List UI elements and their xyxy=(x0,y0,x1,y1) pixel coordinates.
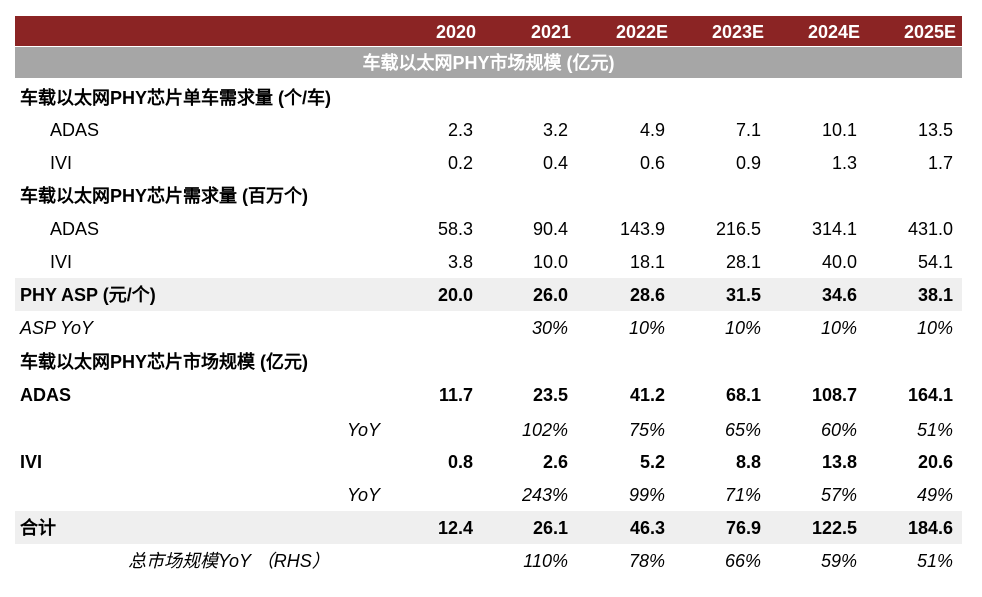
cell-value: 1.7 xyxy=(927,153,953,173)
cell-value: 54.1 xyxy=(917,252,953,272)
cell-value: 110% xyxy=(523,551,568,571)
cell-value: 20.0 xyxy=(437,285,473,305)
cell-value: 99% xyxy=(628,485,665,505)
cell-value: 10% xyxy=(916,318,953,338)
section-title: 车载以太网PHY市场规模 (亿元) xyxy=(362,53,615,73)
cell-value: 18.1 xyxy=(629,252,665,272)
cell-value: 0.6 xyxy=(639,153,665,173)
row-bg xyxy=(15,278,962,311)
cell-value: 59% xyxy=(820,551,857,571)
cell-value: 13.5 xyxy=(917,120,953,140)
cell-value: 8.8 xyxy=(735,452,761,472)
cell-value: 46.3 xyxy=(629,518,665,538)
row-label: ASP YoY xyxy=(20,318,94,338)
row-label: 车载以太网PHY芯片市场规模 (亿元) xyxy=(20,352,308,372)
cell-value: 108.7 xyxy=(811,385,857,405)
cell-value: 0.4 xyxy=(542,153,568,173)
cell-value: 10.1 xyxy=(821,120,857,140)
cell-value: 75% xyxy=(628,420,665,440)
cell-value: 28.6 xyxy=(629,285,665,305)
cell-value: 76.9 xyxy=(725,518,761,538)
row-label: 总市场规模YoY （RHS） xyxy=(128,551,330,571)
row-label: YoY xyxy=(346,420,380,440)
cell-value: 10% xyxy=(820,318,857,338)
cell-value: 314.1 xyxy=(811,219,857,239)
cell-value: 71% xyxy=(724,485,761,505)
cell-value: 0.8 xyxy=(447,452,473,472)
cell-value: 243% xyxy=(521,485,568,505)
cell-value: 28.1 xyxy=(725,252,761,272)
cell-value: 66% xyxy=(724,551,761,571)
cell-value: 164.1 xyxy=(907,385,953,405)
cell-value: 60% xyxy=(820,420,857,440)
row-label: IVI xyxy=(50,153,73,173)
column-header: 2021 xyxy=(530,22,571,42)
cell-value: 5.2 xyxy=(639,452,665,472)
cell-value: 10% xyxy=(724,318,761,338)
cell-value: 0.2 xyxy=(447,153,473,173)
cell-value: 102% xyxy=(521,420,568,440)
row-label: YoY xyxy=(346,485,380,505)
cell-value: 26.1 xyxy=(532,518,568,538)
row-label: ADAS xyxy=(20,385,72,405)
column-header: 2023E xyxy=(711,22,764,42)
row-bg xyxy=(15,511,962,544)
column-header: 2022E xyxy=(615,22,668,42)
column-header: 2020 xyxy=(435,22,476,42)
cell-value: 0.9 xyxy=(735,153,761,173)
cell-value: 41.2 xyxy=(629,385,665,405)
cell-value: 143.9 xyxy=(619,219,665,239)
cell-value: 1.3 xyxy=(831,153,857,173)
cell-value: 11.7 xyxy=(438,385,473,405)
row-label: 车载以太网PHY芯片需求量 (百万个) xyxy=(20,186,308,206)
cell-value: 34.6 xyxy=(821,285,857,305)
cell-value: 3.8 xyxy=(447,252,473,272)
cell-value: 216.5 xyxy=(715,219,761,239)
column-header: 2025E xyxy=(903,22,956,42)
row-label: 车载以太网PHY芯片单车需求量 (个/车) xyxy=(20,88,331,108)
row-label: ADAS xyxy=(50,120,100,140)
cell-value: 57% xyxy=(820,485,857,505)
row-label: PHY ASP (元/个) xyxy=(20,285,156,305)
row-label: 合计 xyxy=(20,518,56,538)
cell-value: 2.6 xyxy=(542,452,568,472)
cell-value: 10.0 xyxy=(532,252,568,272)
cell-value: 51% xyxy=(916,551,953,571)
column-header: 2024E xyxy=(807,22,860,42)
cell-value: 78% xyxy=(628,551,665,571)
cell-value: 2.3 xyxy=(447,120,473,140)
header-bar xyxy=(15,16,962,46)
row-label: IVI xyxy=(20,452,43,472)
cell-value: 49% xyxy=(916,485,953,505)
cell-value: 10% xyxy=(628,318,665,338)
cell-value: 12.4 xyxy=(437,518,473,538)
cell-value: 20.6 xyxy=(917,452,953,472)
cell-value: 40.0 xyxy=(821,252,857,272)
cell-value: 3.2 xyxy=(542,120,568,140)
cell-value: 90.4 xyxy=(532,219,568,239)
section-bar xyxy=(15,47,962,78)
cell-value: 65% xyxy=(724,420,761,440)
cell-value: 184.6 xyxy=(907,518,953,538)
row-label: IVI xyxy=(50,252,73,272)
cell-value: 68.1 xyxy=(725,385,761,405)
row-label: ADAS xyxy=(50,219,100,239)
cell-value: 31.5 xyxy=(725,285,761,305)
cell-value: 26.0 xyxy=(532,285,568,305)
cell-value: 23.5 xyxy=(532,385,568,405)
cell-value: 4.9 xyxy=(639,120,665,140)
cell-value: 38.1 xyxy=(917,285,953,305)
cell-value: 431.0 xyxy=(907,219,953,239)
cell-value: 58.3 xyxy=(437,219,473,239)
cell-value: 13.8 xyxy=(821,452,857,472)
cell-value: 122.5 xyxy=(811,518,857,538)
cell-value: 7.1 xyxy=(735,120,761,140)
cell-value: 51% xyxy=(916,420,953,440)
cell-value: 30% xyxy=(531,318,568,338)
